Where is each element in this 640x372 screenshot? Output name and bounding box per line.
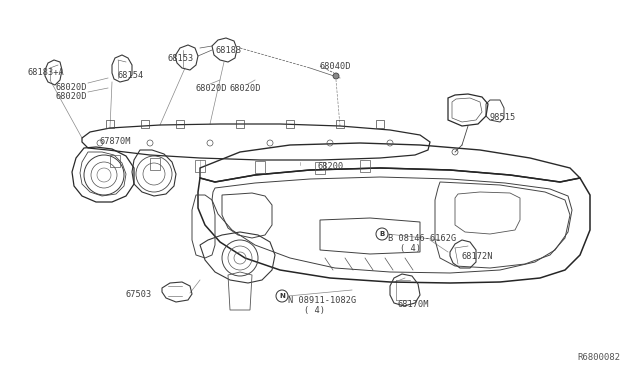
Text: ( 4): ( 4) [400,244,421,253]
Text: 68153: 68153 [168,54,195,63]
Text: 68183+A: 68183+A [28,68,65,77]
Circle shape [333,73,339,79]
Text: B 08146-6162G: B 08146-6162G [388,234,456,243]
Text: 68154: 68154 [118,71,144,80]
Text: 98515: 98515 [490,113,516,122]
Text: B: B [380,231,385,237]
Text: 67870M: 67870M [100,137,131,146]
Text: 68020D: 68020D [56,92,88,101]
Text: 67503: 67503 [126,290,152,299]
Text: 68020D: 68020D [196,84,227,93]
Text: 68183: 68183 [215,46,241,55]
Text: 68200: 68200 [318,162,344,171]
Text: R6800082: R6800082 [577,353,620,362]
Text: 68170M: 68170M [398,300,429,309]
Text: 68020D: 68020D [56,83,88,92]
Text: 68020D: 68020D [230,84,262,93]
Text: ( 4): ( 4) [304,306,325,315]
Text: 68040D: 68040D [320,62,351,71]
Text: N: N [279,294,285,299]
Text: 68172N: 68172N [462,252,493,261]
Text: N 08911-1082G: N 08911-1082G [288,296,356,305]
